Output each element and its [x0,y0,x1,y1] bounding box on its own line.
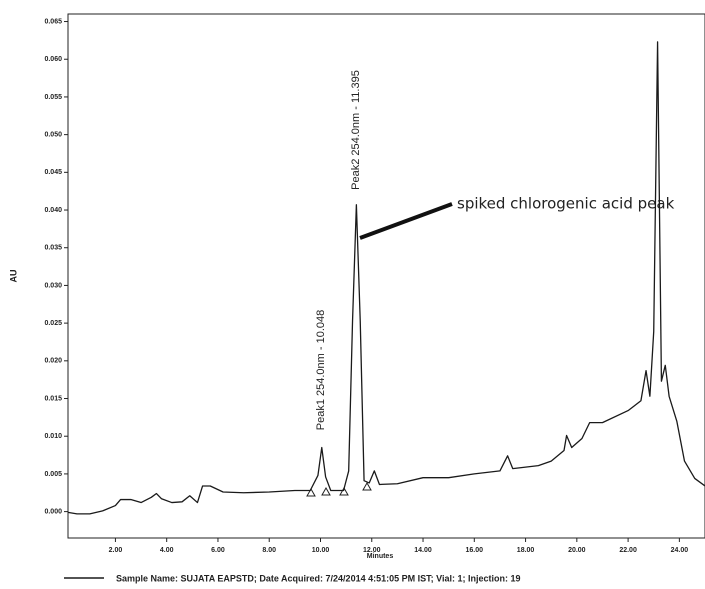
peak1-label: Peak1 254.0nm - 10.048 [315,310,327,430]
x-tick-label: 14.00 [414,547,432,554]
y-tick-label: 0.045 [44,169,62,176]
y-tick-label: 0.050 [44,131,62,138]
y-tick-label: 0.000 [44,508,62,515]
x-tick-label: 10.00 [312,547,330,554]
x-tick-label: 16.00 [466,547,484,554]
plot-frame [67,13,705,539]
y-tick-label: 0.035 [44,245,62,252]
annotation-text: spiked chlorogenic acid peak [457,195,675,213]
y-tick-label: 0.015 [44,395,62,402]
y-tick-label: 0.030 [44,282,62,289]
y-tick-label: 0.040 [44,207,62,214]
y-axis-label: AU [8,270,18,283]
y-tick-label: 0.055 [44,94,62,101]
peak-marker [306,487,316,497]
y-tick-label: 0.065 [44,18,62,25]
x-tick-label: 12.00 [363,547,381,554]
y-tick-label: 0.005 [44,471,62,478]
peak2-label: Peak2 254.0nm - 11.395 [350,70,362,190]
y-tick-label: 0.060 [44,56,62,63]
peak-marker [339,486,349,496]
x-tick-label: 2.00 [109,547,123,554]
trace-line [67,41,705,515]
y-tick-label: 0.020 [44,358,62,365]
x-tick-label: 18.00 [517,547,535,554]
annotation-arrow [359,202,453,240]
y-tick-label: 0.025 [44,320,62,327]
y-tick-label: 0.010 [44,433,62,440]
peak-markers [306,481,372,497]
x-tick-label: 8.00 [262,547,276,554]
peak-marker [362,481,372,491]
x-tick-label: 22.00 [619,547,637,554]
legend-label: Sample Name: SUJATA EAPSTD; Date Acquire… [116,573,520,583]
x-tick-label: 24.00 [671,547,689,554]
x-tick-label: 6.00 [211,547,225,554]
x-tick-label: 20.00 [568,547,586,554]
x-tick-label: 4.00 [160,547,174,554]
x-axis-label: Minutes [367,553,394,560]
peak-marker [321,486,331,496]
